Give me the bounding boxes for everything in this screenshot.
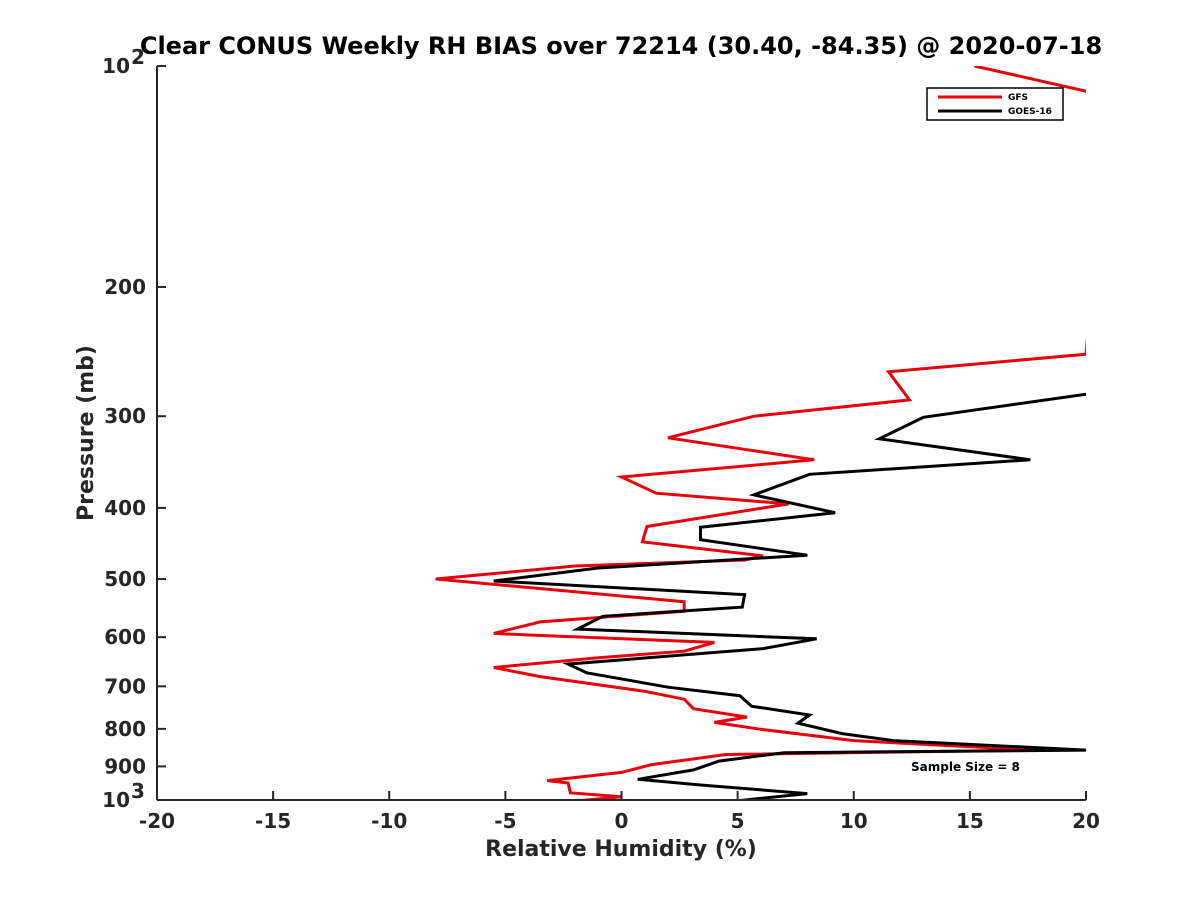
chart-title: Clear CONUS Weekly RH BIAS over 72214 (3… [140,32,1102,60]
sample-size-annotation: Sample Size = 8 [911,760,1020,774]
x-axis-ticks: -20 -15 -10 -5 0 5 10 15 20 [139,791,1100,833]
y-tick-label: 400 [104,496,146,520]
x-tick-label: 15 [956,809,984,833]
x-tick-label: 0 [615,809,629,833]
x-tick-label: 20 [1072,809,1100,833]
y-tick-label-exponent: 2 [131,45,145,69]
y-tick-label: 700 [104,674,146,698]
y-axis-label: Pressure (mb) [74,345,99,521]
x-tick-label: -10 [371,809,407,833]
y-tick-label: 900 [104,754,146,778]
legend-box [926,87,1064,121]
y-tick-label: 10 [102,54,130,78]
legend-label-goes-16: GOES-16 [1008,107,1052,117]
legend-label-gfs: GFS [1008,93,1028,103]
y-tick-label: 200 [104,275,146,299]
x-axis-label: Relative Humidity (%) [485,837,757,862]
series-line-goes-16 [493,392,1086,800]
y-tick-label-exponent: 3 [131,779,145,803]
y-tick-label: 500 [104,567,146,591]
x-tick-label: 10 [840,809,868,833]
y-tick-label: 800 [104,717,146,741]
series-line-gfs [435,66,1086,800]
y-tick-label: 300 [104,404,146,428]
x-tick-label: -20 [139,809,175,833]
y-tick-label: 10 [102,788,130,812]
y-tick-label: 600 [104,625,146,649]
legend: GFS GOES-16 [926,87,1064,121]
x-tick-label: 5 [731,809,745,833]
series-layer [435,66,1086,800]
x-tick-label: -5 [494,809,516,833]
x-tick-label: -15 [255,809,291,833]
